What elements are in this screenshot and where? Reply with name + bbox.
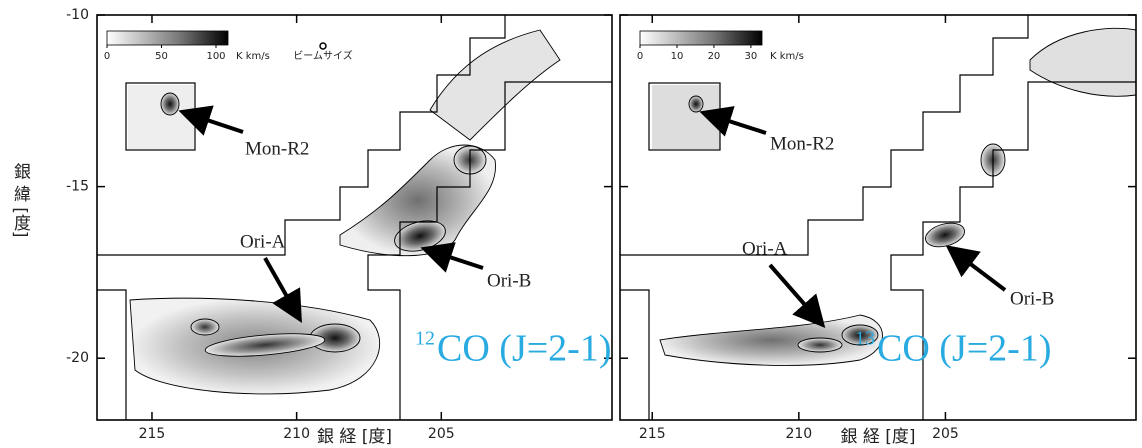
annotation: Mon-R2 — [245, 138, 309, 159]
colorbar-unit: K km/s — [770, 51, 804, 62]
annotation: Ori-A — [742, 238, 788, 259]
x-axis-label: 銀 経 [度] — [317, 427, 392, 447]
colorbar-tick-label: 50 — [155, 51, 168, 62]
beam-size — [320, 43, 326, 49]
beam-label: ビームサイズ — [293, 49, 352, 62]
annotation: Mon-R2 — [770, 133, 834, 154]
line-label: CO (J=2-1) — [877, 328, 1051, 370]
y-tick-label: -15 — [66, 179, 89, 195]
line-label-sup: 13 — [855, 328, 875, 350]
x-axis-label: 銀 経 [度] — [840, 427, 915, 447]
figure: 銀 緯 [度] — [0, 0, 1142, 448]
y-tick-label: -20 — [66, 350, 89, 366]
y-tick-label: -10 — [66, 7, 89, 23]
annotation: Ori-B — [487, 270, 531, 291]
colorbar-tick-label: 100 — [206, 51, 225, 62]
colorbar-tick-label: 30 — [745, 51, 758, 62]
colorbar-tick-label: 10 — [671, 51, 684, 62]
line-label: CO (J=2-1) — [437, 328, 611, 370]
colorbar-tick-label: 0 — [637, 51, 643, 62]
colorbar-tick-label: 20 — [708, 51, 721, 62]
x-tick-label: 215 — [139, 426, 166, 442]
colorbar — [107, 31, 228, 45]
colorbar — [640, 31, 762, 45]
annotation: Ori-A — [240, 231, 286, 252]
x-tick-label: 210 — [785, 426, 812, 442]
colorbar-tick-label: 0 — [104, 51, 110, 62]
x-tick-label: 205 — [932, 426, 959, 442]
y-axis-label: 銀 緯 [度] — [10, 162, 31, 237]
annotation: Ori-B — [1010, 288, 1054, 309]
x-tick-label: 205 — [428, 426, 455, 442]
colorbar-unit: K km/s — [236, 51, 270, 62]
line-label-sup: 12 — [415, 328, 435, 350]
x-tick-label: 215 — [639, 426, 666, 442]
emission — [652, 28, 1136, 365]
x-tick-label: 210 — [283, 426, 310, 442]
